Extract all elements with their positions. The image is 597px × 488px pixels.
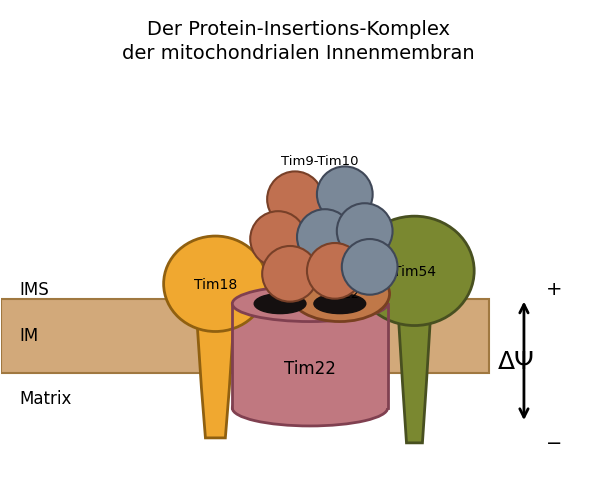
Text: ΔΨ: ΔΨ	[498, 349, 534, 373]
Ellipse shape	[254, 294, 306, 314]
Ellipse shape	[307, 244, 363, 299]
Polygon shape	[399, 316, 430, 443]
Text: IM: IM	[19, 327, 39, 345]
Text: Tim12: Tim12	[321, 287, 359, 301]
Ellipse shape	[164, 237, 267, 332]
Ellipse shape	[317, 167, 373, 223]
Ellipse shape	[290, 266, 390, 322]
Text: Tim54: Tim54	[393, 264, 436, 278]
Polygon shape	[198, 324, 233, 438]
Text: −: −	[546, 433, 562, 452]
Text: Tim9-Tim10: Tim9-Tim10	[281, 155, 359, 168]
Text: Matrix: Matrix	[19, 389, 72, 407]
Text: Tim22: Tim22	[284, 360, 336, 378]
Ellipse shape	[232, 390, 387, 426]
Text: IMS: IMS	[19, 280, 49, 298]
Ellipse shape	[250, 212, 306, 267]
Ellipse shape	[297, 210, 353, 265]
Ellipse shape	[342, 240, 398, 295]
Ellipse shape	[337, 204, 393, 260]
Ellipse shape	[355, 217, 474, 326]
Ellipse shape	[232, 286, 387, 322]
Text: Tim18: Tim18	[194, 277, 237, 291]
Ellipse shape	[262, 246, 318, 302]
Text: +: +	[546, 280, 562, 299]
Bar	[232, 304, 387, 408]
Text: der mitochondrialen Innenmembran: der mitochondrialen Innenmembran	[122, 43, 475, 62]
Ellipse shape	[267, 172, 323, 227]
Text: Der Protein-Insertions-Komplex: Der Protein-Insertions-Komplex	[147, 20, 450, 39]
Bar	[1, 299, 489, 373]
Ellipse shape	[314, 294, 366, 314]
